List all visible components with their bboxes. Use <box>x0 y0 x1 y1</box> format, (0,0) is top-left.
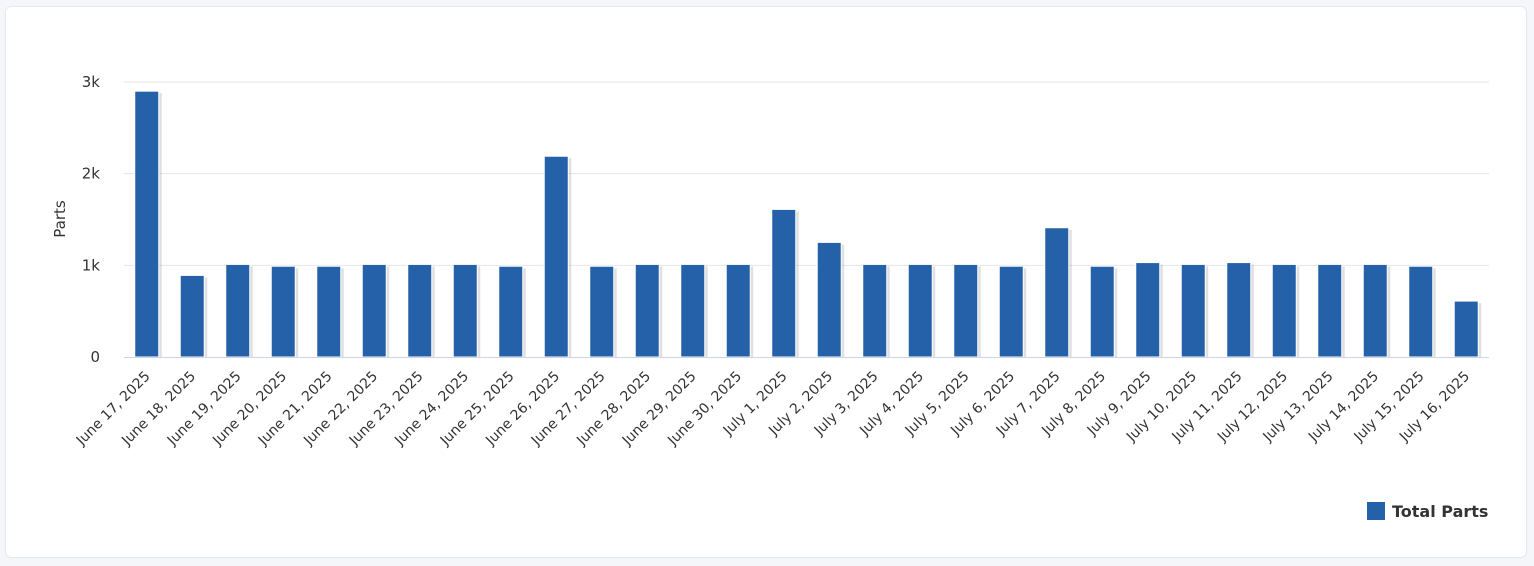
bar[interactable] <box>543 155 569 358</box>
bar-group[interactable] <box>134 90 162 358</box>
bar[interactable] <box>953 263 979 358</box>
gridlines <box>124 81 1489 266</box>
bar[interactable] <box>361 263 387 358</box>
bar[interactable] <box>316 265 342 358</box>
y-tick-label: 3k <box>82 73 101 91</box>
bar[interactable] <box>1226 262 1252 358</box>
bar-group[interactable] <box>498 265 526 358</box>
bar[interactable] <box>680 263 706 358</box>
bar-group[interactable] <box>1453 300 1482 358</box>
bar-group[interactable] <box>452 263 481 358</box>
bar-group[interactable] <box>1226 262 1254 358</box>
bar-group[interactable] <box>862 263 890 358</box>
bar[interactable] <box>816 241 842 358</box>
bar-group[interactable] <box>316 265 344 358</box>
bar[interactable] <box>998 265 1024 358</box>
bar[interactable] <box>498 265 524 358</box>
bar-group[interactable] <box>1362 263 1391 358</box>
bar-group[interactable] <box>771 208 799 358</box>
bar[interactable] <box>1362 263 1388 358</box>
legend-swatch <box>1367 502 1385 520</box>
bar-series-total-parts <box>134 90 1482 358</box>
bar-group[interactable] <box>953 263 981 358</box>
bar-group[interactable] <box>361 263 390 358</box>
bar-group[interactable] <box>179 274 208 358</box>
bar-group[interactable] <box>1317 263 1345 358</box>
bar-group[interactable] <box>270 265 299 358</box>
bar-group[interactable] <box>543 155 572 358</box>
bar-group[interactable] <box>589 265 617 358</box>
bar-group[interactable] <box>1089 265 1118 358</box>
y-axis-title: Parts <box>51 200 69 238</box>
legend[interactable]: Total Parts <box>1367 502 1488 521</box>
y-axis-tick-labels: 0 1k 2k 3k <box>82 73 101 366</box>
bar[interactable] <box>907 263 933 358</box>
bar[interactable] <box>452 263 478 358</box>
bar[interactable] <box>1135 262 1161 358</box>
bar-group[interactable] <box>1408 265 1436 358</box>
bar-group[interactable] <box>1180 263 1209 358</box>
y-tick-label: 1k <box>82 256 101 274</box>
y-tick-label: 2k <box>82 165 101 183</box>
bar-group[interactable] <box>907 263 936 358</box>
bar-group[interactable] <box>1271 263 1300 358</box>
bar[interactable] <box>862 263 888 358</box>
bar-group[interactable] <box>816 241 845 358</box>
bar[interactable] <box>1044 227 1070 358</box>
y-tick-label: 0 <box>90 348 100 366</box>
bar[interactable] <box>179 274 205 358</box>
bar[interactable] <box>771 208 797 358</box>
bar-group[interactable] <box>998 265 1027 358</box>
bar[interactable] <box>1271 263 1297 358</box>
bar[interactable] <box>634 263 660 358</box>
bar-group[interactable] <box>225 263 253 358</box>
bar[interactable] <box>1317 263 1343 358</box>
bar[interactable] <box>270 265 296 358</box>
bar[interactable] <box>1408 265 1434 358</box>
bar[interactable] <box>1089 265 1115 358</box>
bar-group[interactable] <box>1135 262 1163 358</box>
bar[interactable] <box>225 263 251 358</box>
bar-group[interactable] <box>407 263 435 358</box>
bar[interactable] <box>134 90 160 358</box>
bar-group[interactable] <box>1044 227 1072 358</box>
bar[interactable] <box>407 263 433 358</box>
bar[interactable] <box>1453 300 1479 358</box>
legend-label[interactable]: Total Parts <box>1392 502 1488 521</box>
bar[interactable] <box>589 265 615 358</box>
bar-group[interactable] <box>680 263 708 358</box>
bar[interactable] <box>1180 263 1206 358</box>
bar-group[interactable] <box>634 263 663 358</box>
bar[interactable] <box>725 263 751 358</box>
bar-group[interactable] <box>725 263 754 358</box>
